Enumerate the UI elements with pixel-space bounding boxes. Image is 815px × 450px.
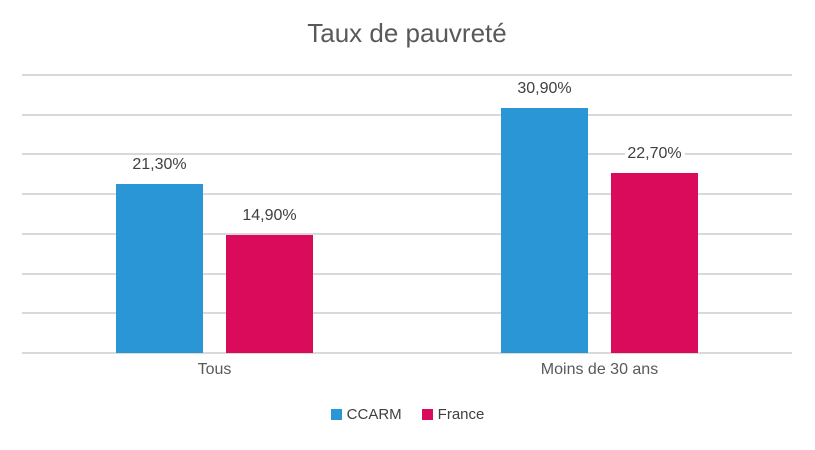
bar-value-label-ccarm-moins-de-30-ans: 30,90% [514,80,575,99]
legend-label-ccarm: CCARM [346,406,402,423]
bar-france-moins-de-30-ans: 22,70% [611,145,698,353]
bar-value-label-france-tous: 14,90% [239,207,300,226]
bar-ccarm-tous: 21,30% [116,156,203,353]
legend: CCARM France [0,406,815,423]
gridline-35 [22,74,792,76]
bar-france-tous: 14,90% [226,207,313,353]
legend-item-ccarm: CCARM [330,406,402,423]
legend-item-france: France [421,406,485,423]
bar-value-label-ccarm-tous: 21,30% [129,156,190,175]
category-label-tous: Tous [197,361,232,378]
gridline-15 [22,232,792,235]
plot-area: 21,30% 14,90% 30,90% 22,70% [22,74,792,354]
bar-group-tous: 21,30% 14,90% [22,75,407,353]
gridline-5 [22,312,792,315]
gridline-25 [22,153,792,156]
bar-group-moins-de-30-ans: 30,90% 22,70% [407,75,792,353]
bar-value-label-france-moins-de-30-ans: 22,70% [624,145,685,164]
legend-swatch-france [421,409,433,420]
category-label-moins-de-30-ans: Moins de 30 ans [540,361,659,378]
gridline-10 [22,272,792,275]
x-axis-labels: Tous Moins de 30 ans [22,361,792,379]
legend-swatch-ccarm [330,409,342,420]
bar-ccarm-moins-de-30-ans: 30,90% [501,80,588,353]
legend-label-france: France [437,406,485,423]
gridline-20 [22,193,792,196]
gridline-30 [22,113,792,116]
chart-title: Taux de pauvreté [307,18,507,48]
gridline-0 [22,352,792,354]
bar-groups: 21,30% 14,90% 30,90% 22,70% [22,75,792,353]
